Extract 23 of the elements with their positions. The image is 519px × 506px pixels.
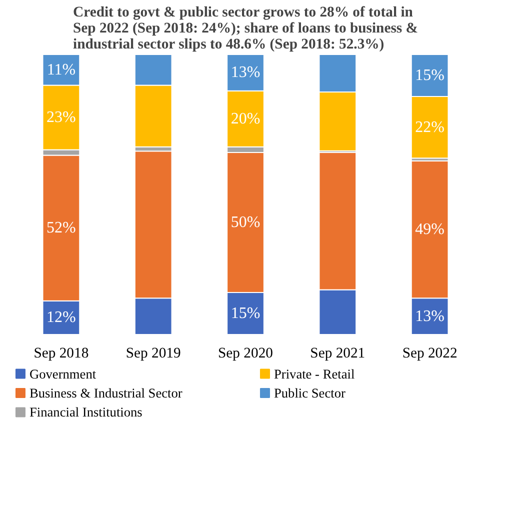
data-label: 23% [46,109,76,126]
data-label: 50% [230,214,260,231]
data-label: 22% [415,118,444,136]
x-tick-label: Sep 2019 [126,346,181,362]
chart-title: Credit to govt & public sector grows to 28% of total in Sep 2022 (Sep 2018: 24%); share of loans to business & industrial sector slips to 48.6% (Sep 2018: 52.3%) [73,4,418,52]
data-label: 15% [415,67,444,84]
data-label: 52% [46,220,76,237]
data-label: 13% [230,64,260,82]
x-tick-label: Sep 2022 [402,346,458,362]
legend-label: Financial Institutions [29,404,142,420]
x-tick-label: Sep 2021 [310,346,366,362]
legend-label: Government [29,366,96,382]
data-label: 12% [46,309,76,326]
data-label: 11% [46,61,76,78]
data-label: 49% [415,221,444,238]
legend-label: Business & Industrial Sector [29,386,183,401]
data-label: 13% [415,308,444,325]
legend-label: Public Sector [274,386,346,401]
data-label: 20% [230,110,260,128]
data-label: 15% [230,305,260,322]
legend-label: Private - Retail [274,366,355,382]
x-tick-label: Sep 2020 [218,346,273,362]
x-tick-label: Sep 2018 [34,346,89,362]
